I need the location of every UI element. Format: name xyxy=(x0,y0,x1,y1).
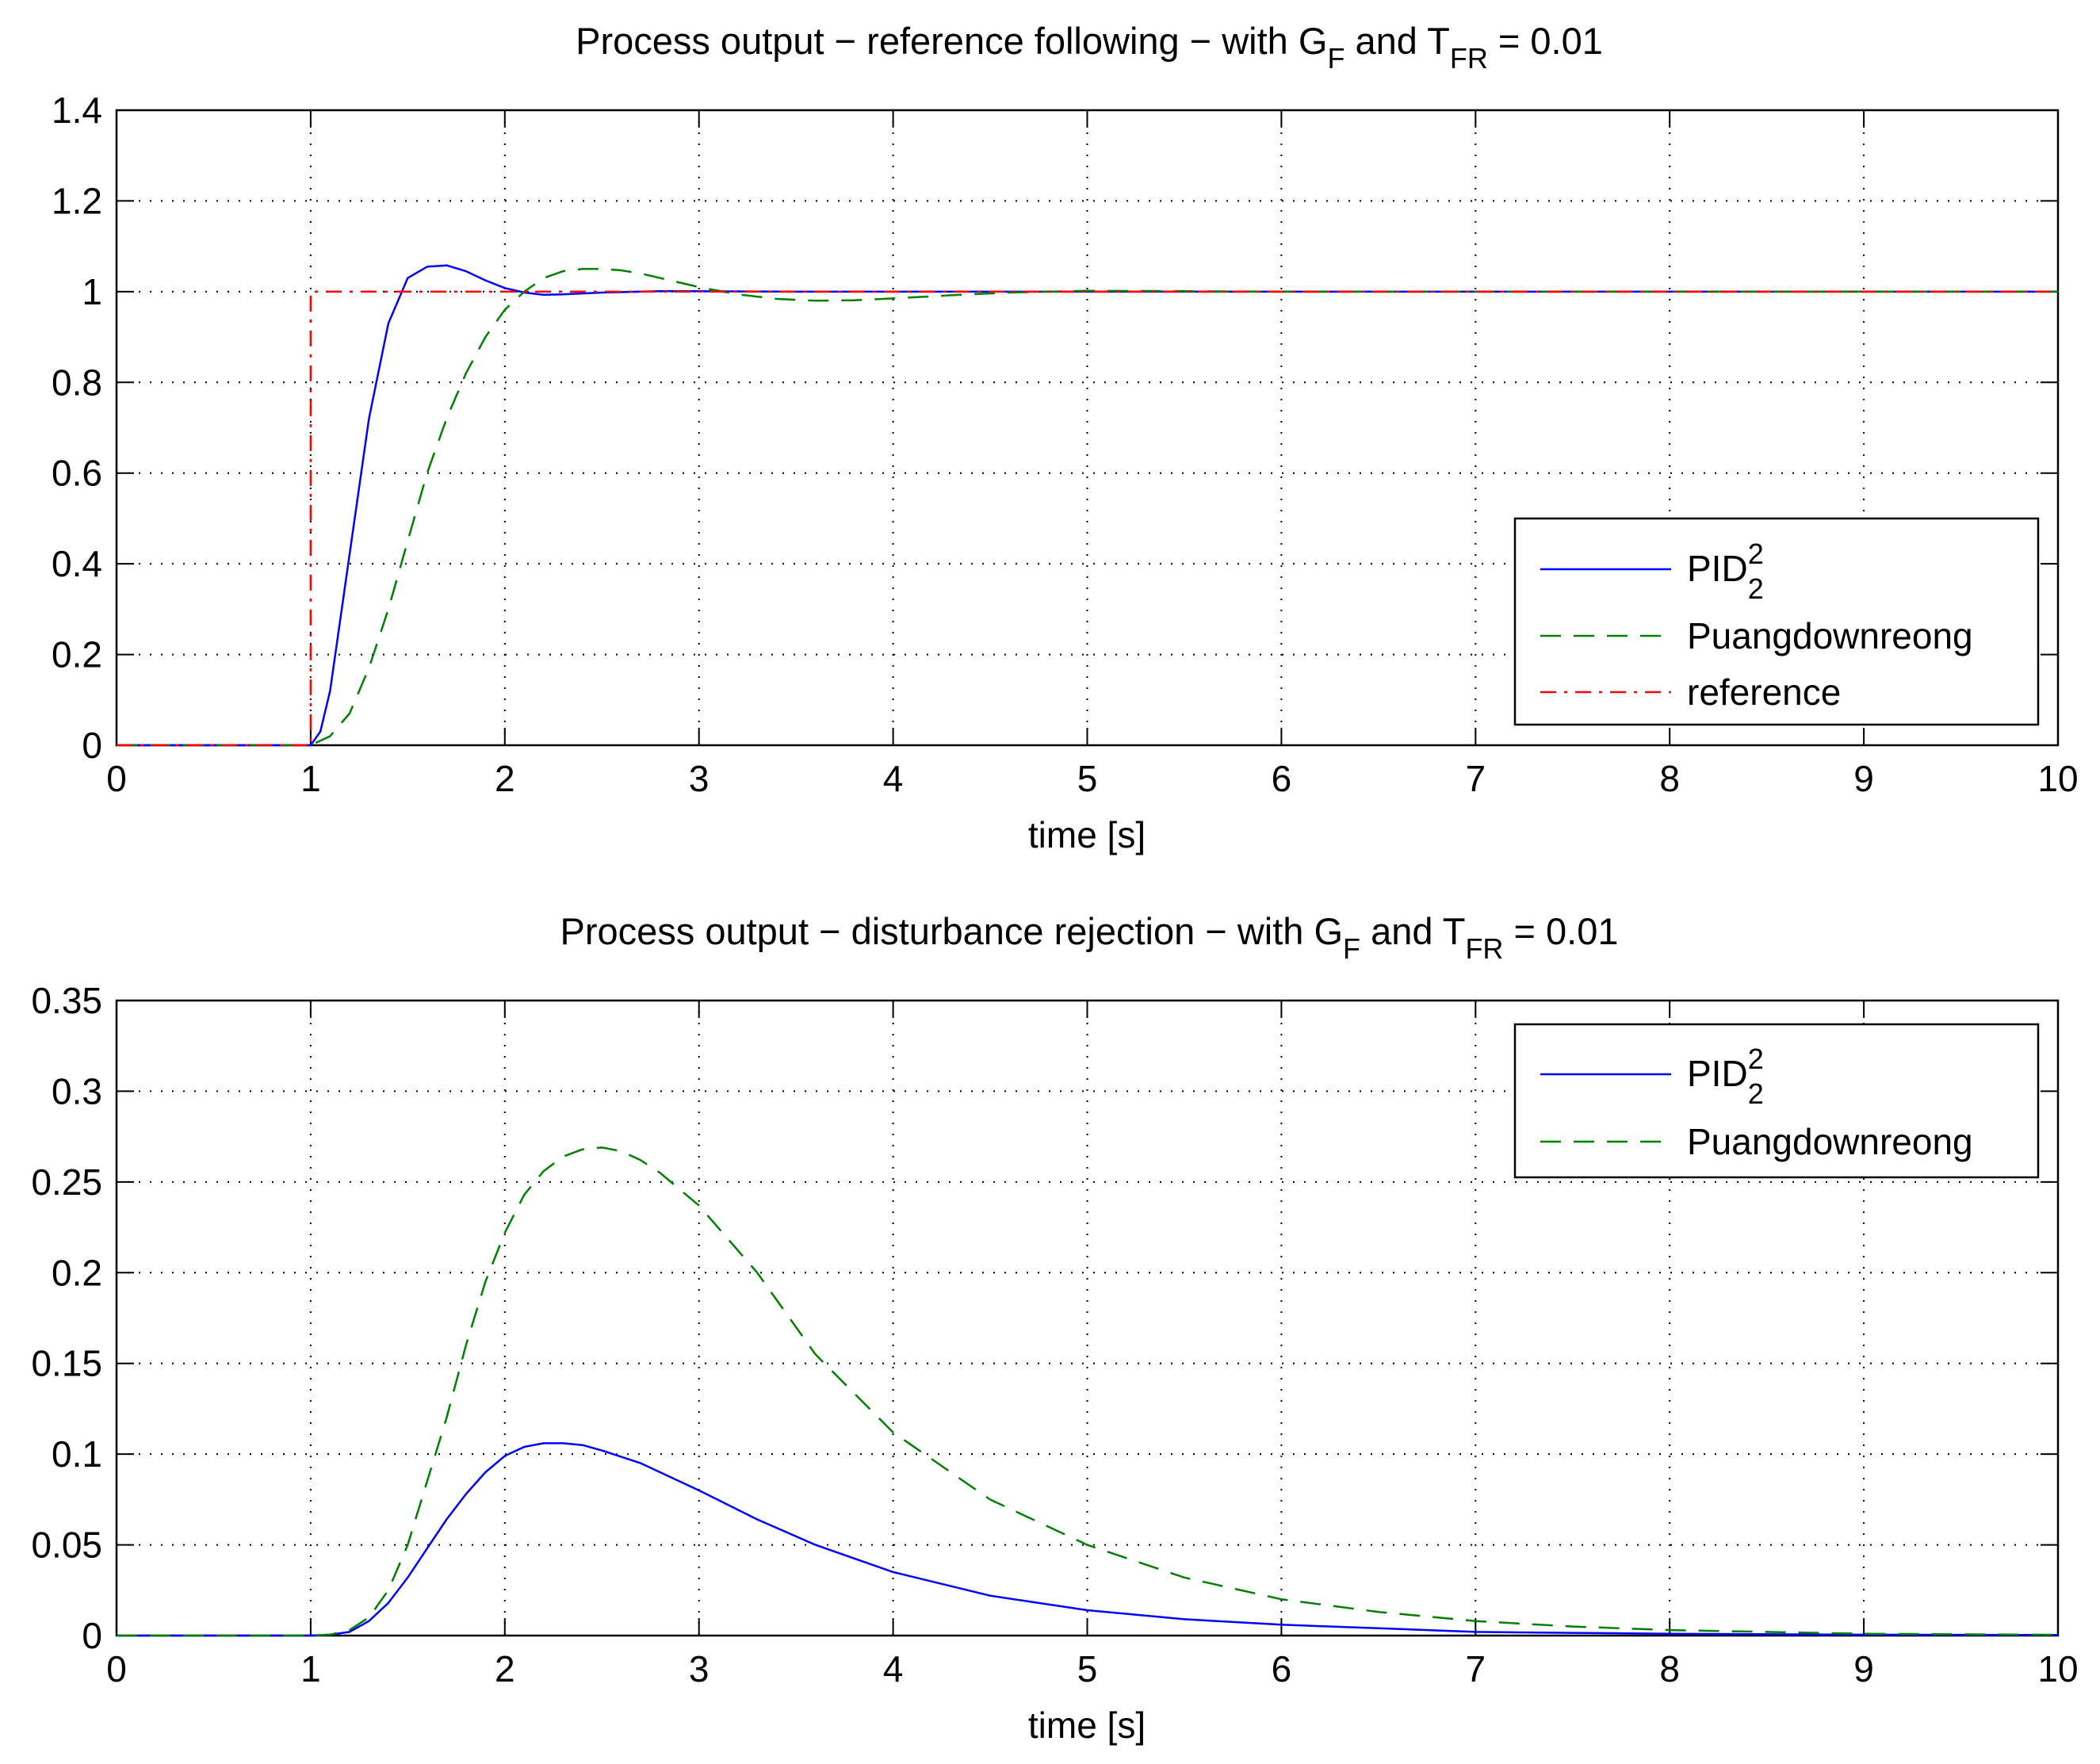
y-tick-label: 0.2 xyxy=(52,1252,102,1293)
x-tick-label: 6 xyxy=(1272,1648,1292,1689)
y-tick-label: 1.2 xyxy=(52,180,102,221)
x-tick-label: 3 xyxy=(689,1648,710,1689)
series-lines xyxy=(117,264,2058,747)
series-line-pid xyxy=(117,264,2058,747)
y-tick-label: 1 xyxy=(82,271,102,312)
y-tick-label: 0.6 xyxy=(52,453,102,494)
y-tick-label: 0.4 xyxy=(52,543,102,584)
y-tick-label: 0.25 xyxy=(31,1161,102,1203)
legend-box xyxy=(1513,517,2040,726)
y-tick-label: 0.05 xyxy=(31,1525,102,1566)
x-tick-label: 9 xyxy=(1853,758,1874,799)
x-axis-label: time [s] xyxy=(1028,1705,1146,1746)
x-tick-label: 8 xyxy=(1659,1648,1680,1689)
x-tick-label: 2 xyxy=(495,758,515,799)
legend-box xyxy=(1513,1023,2040,1179)
legend: PID2 2 Puangdownreong xyxy=(1513,1023,2040,1179)
x-tick-label: 8 xyxy=(1659,758,1680,799)
x-tick-label: 1 xyxy=(300,758,321,799)
series-lines xyxy=(117,1146,2059,1637)
x-tick-label: 0 xyxy=(106,1648,127,1689)
x-tick-label: 9 xyxy=(1853,1648,1874,1689)
reference-following-plot: Process output − reference following − w… xyxy=(52,20,2079,855)
y-tick-label: 1.4 xyxy=(52,90,102,131)
x-tick-label: 6 xyxy=(1272,758,1292,799)
x-tick-label: 0 xyxy=(106,758,127,799)
x-tick-label: 10 xyxy=(2037,758,2078,799)
series-line-puangdownreong xyxy=(117,1146,2059,1637)
ticks: 0 1 2 3 4 5 6 7 8 9 10 0 0.05 0.1 0.15 0.2 0.25 0.3 0.35 xyxy=(31,980,2078,1689)
series-line-reference xyxy=(117,290,2058,747)
x-tick-label: 5 xyxy=(1077,1648,1098,1689)
legend-label-puangdownreong: Puangdownreong xyxy=(1687,1121,1973,1162)
ticks: 0 1 2 3 4 5 6 7 8 9 10 0 0.2 0.4 0.6 0.8 1 1.2 1.4 xyxy=(52,90,2079,799)
y-tick-label: 0.35 xyxy=(31,980,102,1021)
y-tick-label: 0.1 xyxy=(52,1433,102,1475)
x-tick-label: 7 xyxy=(1466,758,1486,799)
series-line-puangdownreong xyxy=(117,267,2058,747)
y-tick-label: 0.3 xyxy=(52,1070,102,1112)
chart-title: Process output − disturbance rejection −… xyxy=(560,910,1619,965)
x-tick-label: 10 xyxy=(2037,1648,2078,1689)
x-tick-label: 4 xyxy=(883,1648,904,1689)
y-tick-label: 0.15 xyxy=(31,1343,102,1384)
y-tick-label: 0.8 xyxy=(52,362,102,403)
x-tick-label: 4 xyxy=(883,758,904,799)
legend-label-pid: PID2 2 xyxy=(1687,538,1764,605)
x-tick-label: 3 xyxy=(689,758,710,799)
x-tick-label: 1 xyxy=(300,1648,321,1689)
legend-label-pid: PID2 2 xyxy=(1687,1043,1764,1110)
legend-label-puangdownreong: Puangdownreong xyxy=(1687,615,1973,656)
y-tick-label: 0 xyxy=(82,1615,102,1656)
chart-title: Process output − reference following − w… xyxy=(576,20,1603,75)
legend: PID2 2 Puangdownreong reference xyxy=(1513,517,2040,726)
legend-label-reference: reference xyxy=(1687,672,1841,713)
series-line-pid xyxy=(117,1442,2059,1637)
x-tick-label: 2 xyxy=(495,1648,515,1689)
x-axis-label: time [s] xyxy=(1028,814,1146,855)
x-tick-label: 7 xyxy=(1466,1648,1486,1689)
x-tick-label: 5 xyxy=(1077,758,1098,799)
y-tick-label: 0 xyxy=(82,725,102,766)
y-tick-label: 0.2 xyxy=(52,634,102,675)
disturbance-rejection-plot: Process output − disturbance rejection −… xyxy=(31,910,2078,1746)
